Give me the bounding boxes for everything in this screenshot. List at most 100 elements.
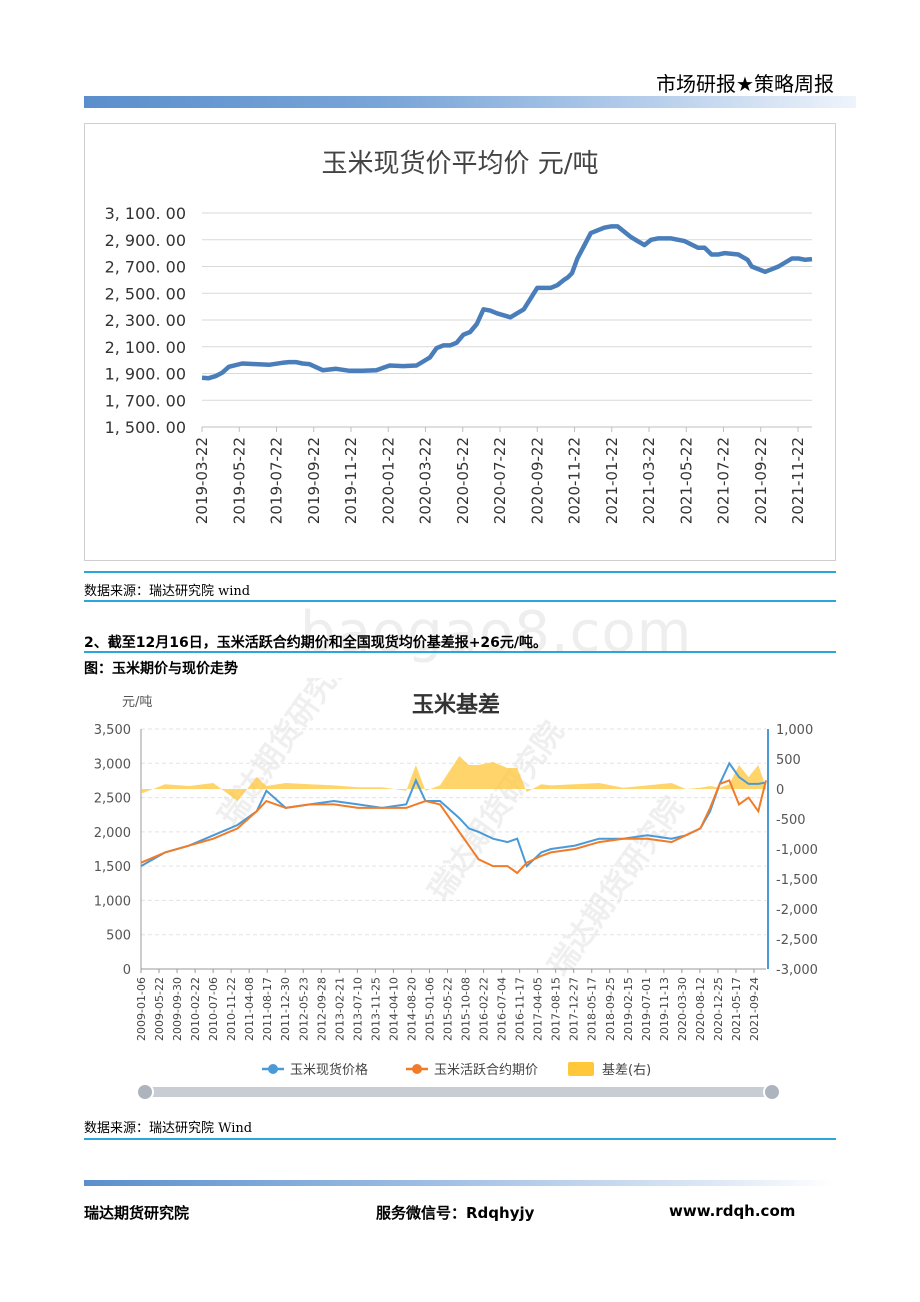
chart2-y-left-tick: 3,000 (94, 757, 131, 772)
chart2-x-tick: 2016-02-22 (478, 977, 491, 1041)
chart2-x-tick: 2012-05-23 (297, 977, 310, 1041)
chart1-frame: 玉米现货价平均价 元/吨 3, 100. 00 2, 900. 00 2, 700. … (84, 123, 836, 561)
chart1-x-tick: 2020-05-22 (454, 437, 472, 524)
chart2-x-tick: 2010-02-22 (189, 977, 202, 1041)
chart2-y-left-tick: 1,500 (94, 860, 131, 875)
chart1-x-tick: 2021-09-22 (752, 437, 770, 524)
chart1-x-tick: 2021-11-22 (789, 437, 807, 524)
chart1-x-tick: 2020-07-22 (491, 437, 509, 524)
chart1-series-line (201, 224, 813, 381)
chart2-watermark: 瑞达期货研究院 (212, 678, 361, 833)
chart2-zoom-handle-left[interactable] (136, 1083, 154, 1101)
chart1-x-tick: 2019-03-22 (193, 437, 211, 524)
spot-price-chart: 玉米现货价平均价 元/吨 3, 100. 00 2, 900. 00 2, 700. … (105, 149, 813, 524)
chart1-y-tick: 3, 100. 00 (105, 204, 186, 223)
chart1-x-tick: 2020-11-22 (566, 437, 584, 524)
chart1-source: 数据来源：瑞达研究院 wind (84, 584, 251, 599)
chart2-x-tick: 2014-04-10 (387, 977, 400, 1041)
chart2-x-tick: 2013-11-25 (369, 977, 382, 1041)
chart2-x-tick: 2020-12-25 (712, 977, 725, 1041)
chart1-y-tick: 2, 500. 00 (105, 284, 186, 303)
chart2-y-left-tick: 3,500 (94, 723, 131, 738)
chart2-legend-label: 基差(右) (602, 1063, 651, 1078)
chart1-x-tick: 2020-01-22 (379, 437, 397, 524)
chart2-zoom-track[interactable] (142, 1087, 774, 1097)
chart2-x-tick: 2016-07-04 (496, 977, 509, 1041)
chart2-x-tick: 2015-01-06 (423, 977, 436, 1041)
chart2-x-tick: 2021-05-17 (730, 977, 743, 1041)
chart1-x-tick: 2021-05-22 (677, 437, 695, 524)
chart2-watermark: 瑞达期货研究院 (542, 790, 691, 982)
chart2-y-right-tick: -2,000 (776, 903, 818, 918)
footer-wechat: 服务微信号：Rdqhyjy (376, 1204, 535, 1222)
chart2-y-left-tick: 500 (106, 929, 131, 944)
chart1-x-tick: 2021-07-22 (715, 437, 733, 524)
chart2-x-tick: 2009-05-22 (153, 977, 166, 1041)
chart2-x-tick: 2010-11-22 (225, 977, 238, 1041)
chart2-x-tick: 2014-08-20 (405, 977, 418, 1041)
basis-paragraph: 2、截至12月16日，玉米活跃合约期价和全国现货均价基差报+26元/吨。 (84, 635, 548, 651)
chart2-x-tick: 2019-07-01 (640, 977, 653, 1041)
chart2-x-tick: 2009-01-06 (135, 977, 148, 1041)
chart1-y-tick: 2, 900. 00 (105, 231, 186, 250)
footer-website-link[interactable]: www.rdqh.com (669, 1202, 796, 1220)
chart1-y-tick: 1, 500. 00 (105, 418, 186, 437)
chart2-x-tick: 2017-04-05 (532, 977, 545, 1041)
chart2-x-tick: 2017-12-27 (568, 977, 581, 1041)
divider-top (84, 571, 836, 573)
chart1-x-tick: 2020-03-22 (417, 437, 435, 524)
chart1-y-tick: 2, 100. 00 (105, 338, 186, 357)
chart2-x-tick: 2012-09-28 (315, 977, 328, 1041)
chart2-x-tick: 2020-08-12 (694, 977, 707, 1041)
chart2-legend-marker (268, 1064, 278, 1074)
chart2-x-tick: 2011-04-08 (243, 977, 256, 1041)
chart2-y-left-tick: 2,500 (94, 792, 131, 807)
chart2-x-tick: 2013-07-10 (351, 977, 364, 1041)
chart1-x-tick: 2021-01-22 (603, 437, 621, 524)
footer-divider-bar (84, 1180, 836, 1186)
chart2-x-tick: 2018-09-25 (604, 977, 617, 1041)
header-title: 市场研报★策略周报 (656, 72, 834, 96)
chart1-x-tick: 2019-07-22 (268, 437, 286, 524)
watermark-text: baogao8.com (300, 600, 693, 665)
chart2-futures-line (140, 779, 767, 875)
header-divider-bar (84, 96, 856, 108)
divider-bottom (84, 600, 836, 602)
chart2-x-tick: 2019-11-13 (658, 977, 671, 1041)
chart2-x-tick: 2011-12-30 (279, 977, 292, 1041)
chart1-y-tick: 2, 700. 00 (105, 258, 186, 277)
chart1-x-tick: 2019-11-22 (342, 437, 360, 524)
chart2-x-tick: 2019-02-15 (622, 977, 635, 1041)
chart2-y-left-tick: 0 (123, 963, 131, 978)
chart2-x-tick: 2017-08-15 (550, 977, 563, 1041)
chart1-title: 玉米现货价平均价 元/吨 (321, 149, 598, 179)
chart2-x-tick: 2018-05-17 (586, 977, 599, 1041)
chart2-x-tick: 2009-09-30 (171, 977, 184, 1041)
divider-chart2 (84, 1138, 836, 1140)
chart1-x-tick: 2020-09-22 (528, 437, 546, 524)
chart2-basis-area (141, 756, 766, 801)
chart1-x-tick: 2019-09-22 (305, 437, 323, 524)
chart2-y-left-tick: 1,000 (94, 894, 131, 909)
chart2-x-tick: 2016-11-17 (514, 977, 527, 1041)
chart2-zoom-handle-right[interactable] (763, 1083, 781, 1101)
chart1-x-tick: 2021-03-22 (640, 437, 658, 524)
chart2-legend-label: 玉米现货价格 (290, 1062, 368, 1078)
chart2-x-tick: 2013-02-21 (333, 977, 346, 1041)
chart1-y-tick: 2, 300. 00 (105, 311, 186, 330)
chart2-source: 数据来源：瑞达研究院 Wind (84, 1121, 253, 1136)
chart2-y-left-tick: 2,000 (94, 826, 131, 841)
chart1-y-tick: 1, 900. 00 (105, 365, 186, 384)
footer-website[interactable]: www.rdqh.com (669, 1202, 795, 1220)
chart2-x-tick: 2020-03-30 (676, 977, 689, 1041)
chart2-legend-label: 玉米活跃合约期价 (434, 1063, 538, 1078)
chart2-y-right-tick: 0 (776, 783, 784, 798)
chart2-y-right-tick: -3,000 (776, 963, 818, 978)
chart2-x-tick: 2015-05-22 (442, 977, 455, 1041)
chart1-x-tick: 2019-05-22 (230, 437, 248, 524)
chart2-y-right-tick: -500 (776, 813, 806, 828)
chart2-x-tick: 2015-10-08 (460, 977, 473, 1041)
chart2-legend-swatch (568, 1062, 594, 1076)
chart2-x-tick: 2021-09-24 (748, 977, 761, 1041)
